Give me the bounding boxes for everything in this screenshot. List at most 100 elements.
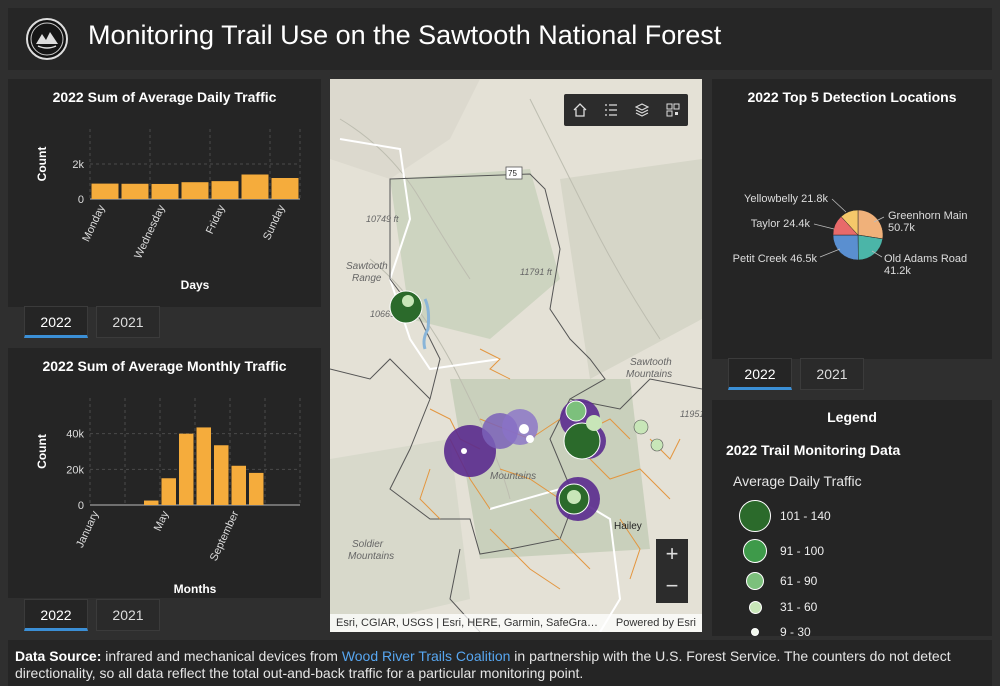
data-source-footer: Data Source: infrared and mechanical dev… xyxy=(8,640,992,686)
tab-daily-2021[interactable]: 2021 xyxy=(96,306,160,338)
attribution-text: Esri, CGIAR, USGS | Esri, HERE, Garmin, … xyxy=(336,617,599,629)
map-label-range3b: Mountains xyxy=(348,551,394,562)
pie-slice-petit-creek[interactable] xyxy=(832,234,859,261)
map-label-range1b: Range xyxy=(352,273,382,284)
legend-item: 101 - 140 xyxy=(738,500,831,532)
bar-saturday[interactable] xyxy=(241,174,269,200)
bar-july[interactable] xyxy=(196,427,212,505)
map-attribution: Esri, CGIAR, USGS | Esri, HERE, Garmin, … xyxy=(330,614,702,632)
tab-top5-2022[interactable]: 2022 xyxy=(728,358,792,390)
map-label-range2: Sawtooth xyxy=(630,357,672,368)
pie-slice-greenhorn-main[interactable] xyxy=(857,209,884,240)
legend-layer-title: 2022 Trail Monitoring Data xyxy=(726,442,901,458)
page-title: Monitoring Trail Use on the Sawtooth Nat… xyxy=(88,20,722,50)
legend-item-label: 61 - 90 xyxy=(780,574,818,588)
forest-logo-icon xyxy=(26,18,68,60)
monthly-traffic-panel: 2022 Sum of Average Monthly Traffic 0 20k… xyxy=(8,348,321,598)
legend-circle-icon xyxy=(751,628,759,636)
map-label-town: Hailey xyxy=(614,521,642,532)
footer-text-1: infrared and mechanical devices from xyxy=(101,648,342,664)
legend-item: 31 - 60 xyxy=(738,600,817,614)
legend-list-icon[interactable] xyxy=(595,94,626,126)
map-points[interactable] xyxy=(389,290,664,521)
legend-item-label: 91 - 100 xyxy=(780,544,825,558)
y-axis-label: Count xyxy=(35,147,49,182)
zoom-in-button[interactable]: + xyxy=(656,539,688,571)
map-label-range1: Sawtooth xyxy=(346,261,388,272)
tab-top5-2021[interactable]: 2021 xyxy=(800,358,864,390)
footer-text-2: in partnership with the U.S. Forest Serv… xyxy=(15,648,951,681)
y-tick-label: 2k xyxy=(72,159,84,171)
basemap[interactable]: Sawtooth Range Sawtooth Mountains Soldie… xyxy=(330,79,702,632)
footer-label: Data Source: xyxy=(15,648,102,664)
pie-label: Greenhorn Main xyxy=(888,210,968,222)
legend-circle-icon xyxy=(746,572,764,590)
map-label-hwy: 75 xyxy=(508,169,517,178)
pie-label: Yellowbelly 21.8k xyxy=(744,193,828,205)
top5-panel: 2022 Top 5 Detection Locations Greenhorn… xyxy=(712,79,992,359)
map-toolbar xyxy=(564,94,688,126)
legend-item: 9 - 30 xyxy=(738,625,811,636)
x-tick-label: May xyxy=(152,509,172,533)
x-tick-label: Sunday xyxy=(261,203,288,242)
pie-slice-yellowbelly[interactable] xyxy=(840,209,859,236)
map-label-mtn: Mountains xyxy=(490,471,536,482)
y-axis-label: Count xyxy=(35,434,49,469)
bar-monday[interactable] xyxy=(91,183,119,199)
monthly-chart-title: 2022 Sum of Average Monthly Traffic xyxy=(42,358,287,374)
x-tick-label: September xyxy=(208,509,242,563)
map-label-peak4: 11951 xyxy=(680,409,702,419)
x-tick-label: Monday xyxy=(80,203,108,244)
pie-label: Old Adams Road xyxy=(884,253,967,265)
legend-item-label: 31 - 60 xyxy=(780,600,818,614)
y-tick-label: 0 xyxy=(78,194,84,206)
pie-slice-old-adams-road[interactable] xyxy=(857,234,883,261)
powered-by-esri[interactable]: Powered by Esri xyxy=(615,617,696,629)
map-label-peak2: 11791 ft xyxy=(520,267,552,277)
bar-april[interactable] xyxy=(144,500,159,505)
bar-september[interactable] xyxy=(231,465,247,505)
legend-circle-icon xyxy=(739,500,771,532)
legend-field-title: Average Daily Traffic xyxy=(733,473,862,489)
bar-wednesday[interactable] xyxy=(151,183,179,199)
map-view[interactable]: Sawtooth Range Sawtooth Mountains Soldie… xyxy=(330,79,702,632)
pie-label: Taylor 24.4k xyxy=(751,218,811,230)
home-icon[interactable] xyxy=(564,94,595,126)
daily-chart: 0 2k Monday Wednesday Friday Sunday Count Days xyxy=(35,129,301,292)
map-label-range3: Soldier xyxy=(352,539,384,550)
zoom-out-button[interactable]: − xyxy=(656,571,688,603)
bar-october[interactable] xyxy=(249,472,264,505)
legend-item-label: 101 - 140 xyxy=(780,509,831,523)
pie-label: Petit Creek 46.5k xyxy=(733,253,818,265)
legend-circle-icon xyxy=(743,539,767,563)
legend-items: 101 - 140 91 - 100 61 - 90 31 - 60 9 - 30 xyxy=(738,500,978,636)
x-axis-label: Months xyxy=(174,582,217,596)
bar-friday[interactable] xyxy=(211,181,239,199)
legend-panel: Legend 2022 Trail Monitoring Data Averag… xyxy=(712,400,992,636)
tab-monthly-2021[interactable]: 2021 xyxy=(96,599,160,631)
tab-daily-2022[interactable]: 2022 xyxy=(24,306,88,338)
app-header: Monitoring Trail Use on the Sawtooth Nat… xyxy=(8,8,992,70)
monthly-chart: 0 20k 40k January May September Count Months xyxy=(35,398,301,596)
pie-label: 41.2k xyxy=(884,265,911,277)
bar-thursday[interactable] xyxy=(181,182,209,199)
bar-june[interactable] xyxy=(179,433,194,505)
pie-label: 50.7k xyxy=(888,222,915,234)
top5-title: 2022 Top 5 Detection Locations xyxy=(747,89,957,105)
bar-august[interactable] xyxy=(214,445,229,505)
y-tick-label: 40k xyxy=(66,429,84,441)
bar-sunday[interactable] xyxy=(271,178,299,199)
legend-item: 91 - 100 xyxy=(738,539,824,563)
y-tick-label: 0 xyxy=(78,500,84,512)
legend-circle-icon xyxy=(748,600,762,614)
bar-tuesday[interactable] xyxy=(121,183,149,199)
bar-may[interactable] xyxy=(161,478,177,505)
tab-monthly-2022[interactable]: 2022 xyxy=(24,599,88,631)
map-label-peak1: 10749 ft xyxy=(366,214,399,224)
layers-icon[interactable] xyxy=(626,94,657,126)
x-tick-label: Friday xyxy=(204,203,228,236)
daily-traffic-panel: 2022 Sum of Average Daily Traffic 0 2k Mon… xyxy=(8,79,321,307)
wood-river-link[interactable]: Wood River Trails Coalition xyxy=(341,648,511,664)
qr-code-icon[interactable] xyxy=(657,94,688,126)
